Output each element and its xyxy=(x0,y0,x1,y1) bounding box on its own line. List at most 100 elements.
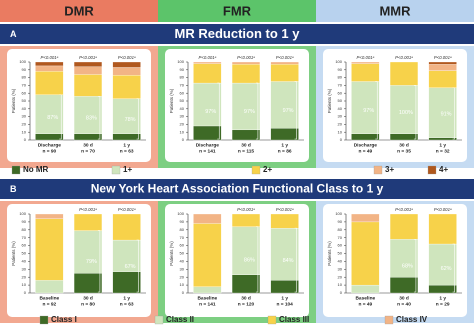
bar-segment xyxy=(112,133,141,141)
percent-label: 91% xyxy=(441,111,452,117)
y-axis-label: Patients (%) xyxy=(11,241,16,266)
bar-segment xyxy=(73,66,103,75)
y-tick-label: 60 xyxy=(22,90,27,95)
y-tick-label: 10 xyxy=(338,129,343,134)
n-label: n = 141 xyxy=(199,301,216,307)
bar-segment xyxy=(112,98,141,134)
y-tick-label: 30 xyxy=(338,114,343,119)
y-tick-label: 10 xyxy=(22,129,27,134)
legend-swatch xyxy=(427,165,437,175)
y-tick-label: 0 xyxy=(340,137,343,142)
legend-label: Class I xyxy=(51,315,77,324)
y-tick-label: 90 xyxy=(22,219,27,224)
y-tick-label: 60 xyxy=(338,243,343,248)
y-tick-label: 80 xyxy=(180,227,185,232)
y-tick-label: 50 xyxy=(338,251,343,256)
bar-segment xyxy=(351,61,380,64)
percent-label: 97% xyxy=(244,109,255,115)
bar-segment xyxy=(351,63,380,82)
y-tick-label: 20 xyxy=(180,274,185,279)
bracket xyxy=(97,96,101,140)
x-tick-label: Baseline xyxy=(39,295,59,301)
bar-segment xyxy=(193,213,222,224)
y-tick-label: 30 xyxy=(22,266,27,271)
y-tick-label: 70 xyxy=(180,235,185,240)
bar-segment xyxy=(270,128,299,141)
y-tick-label: 40 xyxy=(338,106,343,111)
x-tick-label: 30 d xyxy=(83,295,93,301)
y-tick-label: 20 xyxy=(338,121,343,126)
section-letter: A xyxy=(10,29,17,39)
bar-segment xyxy=(351,221,380,286)
bracket xyxy=(255,226,259,293)
y-tick-label: 10 xyxy=(180,282,185,287)
y-tick-label: 70 xyxy=(22,82,27,87)
legend-label: 4+ xyxy=(439,165,448,174)
y-tick-label: 20 xyxy=(338,274,343,279)
header-bg xyxy=(0,0,158,22)
bar-segment xyxy=(35,213,64,219)
bar-segment xyxy=(193,286,222,294)
bar-segment xyxy=(193,61,222,64)
section-banner xyxy=(0,24,474,44)
bar-segment xyxy=(428,213,457,245)
y-tick-label: 100 xyxy=(177,59,184,64)
y-tick-label: 0 xyxy=(24,290,27,295)
bar-segment xyxy=(35,280,64,294)
column-header: DMR xyxy=(64,3,94,18)
x-tick-label: 30 d xyxy=(241,142,251,148)
legend-swatch xyxy=(373,165,383,175)
y-tick-label: 90 xyxy=(180,219,185,224)
bar-segment xyxy=(389,213,419,240)
p-value: P<0.001ᵃ xyxy=(395,55,413,60)
percent-label: 87% xyxy=(47,115,58,121)
y-tick-label: 70 xyxy=(180,82,185,87)
percent-label: 79% xyxy=(86,259,97,265)
n-label: n = 115 xyxy=(238,148,254,154)
bar-segment xyxy=(351,213,380,223)
y-tick-label: 40 xyxy=(180,106,185,111)
y-tick-label: 80 xyxy=(22,227,27,232)
x-tick-label: Discharge xyxy=(38,142,62,148)
y-tick-label: 20 xyxy=(22,121,27,126)
bar-segment xyxy=(428,137,457,141)
section-letter: B xyxy=(10,184,17,194)
bar-segment xyxy=(428,284,457,294)
bar-segment xyxy=(73,61,103,67)
x-tick-label: 30 d xyxy=(241,295,251,301)
n-label: n = 86 xyxy=(278,148,292,154)
bar-segment xyxy=(231,61,261,65)
p-value: P<0.001ᵃ xyxy=(198,55,216,60)
n-label: n = 141 xyxy=(199,148,216,154)
bracket xyxy=(375,81,378,140)
p-value: P<0.001ᵃ xyxy=(40,55,58,60)
bracket xyxy=(136,239,139,293)
n-label: n = 32 xyxy=(436,148,450,154)
y-tick-label: 80 xyxy=(338,227,343,232)
bar-segment xyxy=(231,82,261,131)
legend-swatch xyxy=(39,315,49,325)
bar-segment xyxy=(270,280,299,294)
bar-segment xyxy=(351,133,380,141)
y-tick-label: 90 xyxy=(338,67,343,72)
bar-segment xyxy=(112,271,141,294)
bar-segment xyxy=(270,228,299,281)
bar-segment xyxy=(112,75,141,99)
header-bg xyxy=(316,0,474,22)
legend-swatch xyxy=(251,165,261,175)
y-tick-label: 50 xyxy=(338,98,343,103)
y-tick-label: 80 xyxy=(180,75,185,80)
x-tick-label: 30 d xyxy=(399,295,409,301)
bar-segment xyxy=(270,64,299,82)
n-label: n = 80 xyxy=(81,301,95,307)
x-tick-label: 1 y xyxy=(123,142,130,148)
bar-segment xyxy=(389,277,419,294)
bar-segment xyxy=(351,81,380,134)
bracket xyxy=(294,227,297,293)
n-label: n = 63 xyxy=(120,148,134,154)
y-tick-label: 50 xyxy=(22,98,27,103)
x-tick-label: 1 y xyxy=(439,142,446,148)
section-banner xyxy=(0,179,474,199)
y-tick-label: 30 xyxy=(338,266,343,271)
